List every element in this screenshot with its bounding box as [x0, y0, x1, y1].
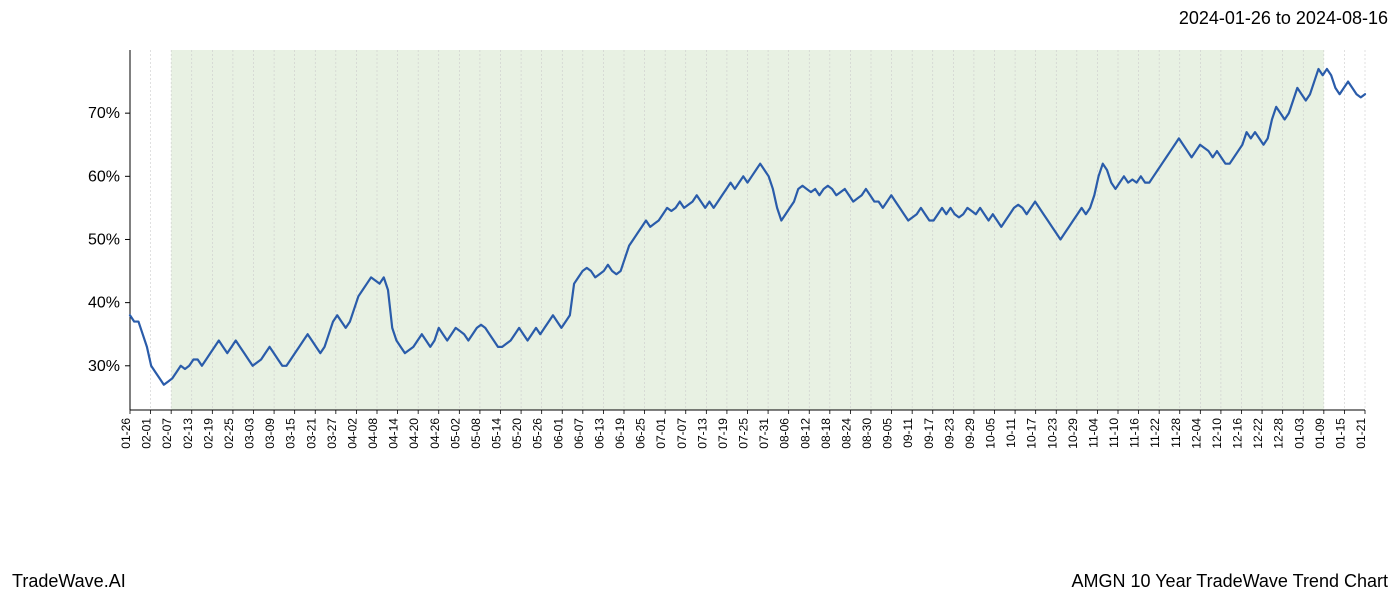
x-tick-label: 03-27: [325, 418, 339, 449]
x-tick-label: 07-13: [695, 418, 709, 449]
x-tick-label: 03-21: [304, 418, 318, 449]
x-tick-label: 08-24: [839, 418, 853, 449]
x-tick-label: 07-31: [757, 418, 771, 449]
x-tick-label: 02-25: [222, 418, 236, 449]
x-tick-label: 06-19: [613, 418, 627, 449]
x-tick-label: 10-29: [1066, 418, 1080, 449]
x-tick-label: 05-14: [490, 418, 504, 449]
x-tick-label: 01-26: [119, 418, 133, 449]
x-tick-label: 02-01: [140, 418, 154, 449]
x-tick-label: 04-02: [345, 418, 359, 449]
x-tick-label: 04-20: [407, 418, 421, 449]
x-tick-label: 08-06: [778, 418, 792, 449]
x-tick-label: 11-10: [1107, 418, 1121, 448]
x-tick-label: 01-15: [1333, 418, 1347, 449]
trend-chart: 30% 40% 50% 60% 70% 01-26 02-01 02-07 02-13 02-19…: [75, 40, 1375, 470]
date-range-label: 2024-01-26 to 2024-08-16: [1179, 8, 1388, 29]
y-tick-label: 70%: [88, 105, 120, 122]
x-tick-label: 06-25: [634, 418, 648, 449]
x-tick-label: 09-17: [922, 418, 936, 449]
x-tick-label: 09-23: [942, 418, 956, 449]
x-tick-label: 05-26: [531, 418, 545, 449]
y-tick-label: 50%: [88, 231, 120, 248]
x-tick-label: 12-22: [1251, 418, 1265, 449]
x-tick-label: 09-11: [901, 418, 915, 448]
x-tick-label: 03-15: [284, 418, 298, 449]
chart-title: AMGN 10 Year TradeWave Trend Chart: [1072, 571, 1389, 592]
y-tick-label: 60%: [88, 168, 120, 185]
x-tick-label: 12-10: [1210, 418, 1224, 449]
x-tick-label: 10-17: [1025, 418, 1039, 449]
x-tick-label: 10-23: [1045, 418, 1059, 449]
x-tick-label: 01-09: [1313, 418, 1327, 449]
x-tick-label: 01-03: [1292, 418, 1306, 449]
x-tick-label: 05-08: [469, 418, 483, 449]
x-tick-label: 10-05: [984, 418, 998, 449]
x-tick-label: 09-05: [881, 418, 895, 449]
x-tick-label: 11-22: [1148, 418, 1162, 448]
x-tick-label: 02-19: [201, 418, 215, 449]
x-tick-label: 04-08: [366, 418, 380, 449]
x-tick-label: 12-16: [1231, 418, 1245, 449]
x-tick-label: 02-07: [160, 418, 174, 449]
x-tick-label: 05-02: [448, 418, 462, 449]
x-tick-label: 07-01: [654, 418, 668, 449]
x-tick-label: 02-13: [181, 418, 195, 449]
x-tick-label: 07-07: [675, 418, 689, 449]
x-tick-label: 12-28: [1272, 418, 1286, 449]
x-tick-label: 01-21: [1354, 418, 1368, 449]
brand-label: TradeWave.AI: [12, 571, 126, 592]
x-tick-label: 11-16: [1128, 418, 1142, 448]
x-tick-label: 08-30: [860, 418, 874, 449]
x-tick-label: 08-12: [798, 418, 812, 449]
x-tick-label: 03-09: [263, 418, 277, 449]
y-tick-label: 30%: [88, 358, 120, 375]
y-tick-label: 40%: [88, 295, 120, 312]
x-tick-label: 07-19: [716, 418, 730, 449]
x-tick-label: 12-04: [1189, 418, 1203, 449]
x-tick-label: 04-14: [387, 418, 401, 449]
x-tick-label: 07-25: [737, 418, 751, 449]
x-tick-label: 06-07: [572, 418, 586, 449]
x-tick-label: 03-03: [243, 418, 257, 449]
x-tick-label: 08-18: [819, 418, 833, 449]
x-tick-label: 04-26: [428, 418, 442, 449]
x-tick-label: 06-01: [551, 418, 565, 449]
x-tick-label: 06-13: [592, 418, 606, 449]
x-tick-label: 10-11: [1004, 418, 1018, 448]
x-tick-label: 11-04: [1086, 418, 1100, 448]
x-tick-label: 11-28: [1169, 418, 1183, 448]
x-tick-label: 05-20: [510, 418, 524, 449]
x-tick-label: 09-29: [963, 418, 977, 449]
